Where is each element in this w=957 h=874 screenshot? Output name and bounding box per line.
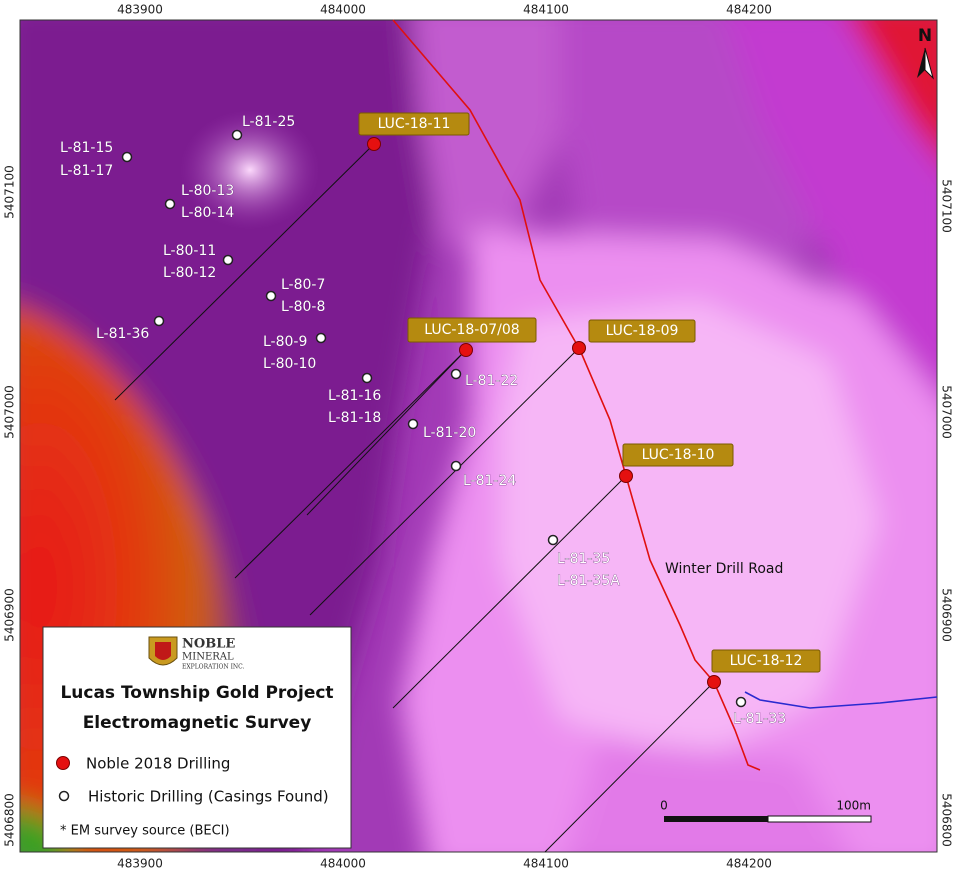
hole-label: L-80-10 xyxy=(263,356,316,372)
legend: NOBLE MINERAL EXPLORATION INC. Lucas Tow… xyxy=(42,626,352,849)
y-coordinate: 5406800 xyxy=(3,793,17,846)
hole-label: L-81-22 xyxy=(465,373,518,389)
hole-label: L-81-35A xyxy=(557,573,620,589)
hole-label: LUC-18-10 xyxy=(642,447,715,463)
map-frame xyxy=(19,19,938,853)
x-coordinate: 484000 xyxy=(320,857,366,871)
legend-title: Lucas Township Gold Project xyxy=(60,683,333,703)
hole-label: L-81-25 xyxy=(242,114,295,130)
hole-label: L-81-17 xyxy=(60,163,113,179)
winter-drill-road xyxy=(392,19,761,771)
hole-label: LUC-18-12 xyxy=(730,653,803,669)
hole-label: L-80-11 xyxy=(163,243,216,259)
x-coordinate: 483900 xyxy=(117,857,163,871)
north-label: N xyxy=(918,26,932,46)
hole-label: L-81-20 xyxy=(423,425,476,441)
y-coordinate: 5406900 xyxy=(3,588,17,641)
hole-label: LUC-18-09 xyxy=(606,323,679,339)
scale-bar: 0 100m xyxy=(660,799,872,823)
hole-label: LUC-18-11 xyxy=(378,116,451,132)
y-coordinate: 5407100 xyxy=(940,179,954,232)
x-coordinate: 483900 xyxy=(117,3,163,17)
hole-label: L-81-33 xyxy=(733,711,786,727)
hole-label: L-80-9 xyxy=(263,334,307,350)
north-arrow: N xyxy=(917,26,934,80)
hole-label: L-81-35 xyxy=(557,551,610,567)
x-coordinate: 484100 xyxy=(523,857,569,871)
x-coordinate: 484200 xyxy=(726,3,772,17)
road-label: Winter Drill Road xyxy=(665,561,783,577)
scale-label: 100m xyxy=(836,799,871,813)
hole-label: L-81-36 xyxy=(96,326,149,342)
legend-item: Noble 2018 Drilling xyxy=(86,755,230,773)
y-coordinate: 5407000 xyxy=(940,385,954,438)
logo-text: NOBLE xyxy=(182,637,235,652)
x-coordinate: 484100 xyxy=(523,3,569,17)
coordinate-labels: 483900 484000 484100 484200 483900 48400… xyxy=(3,3,954,871)
logo-text: EXPLORATION INC. xyxy=(182,664,245,671)
legend-title: Electromagnetic Survey xyxy=(83,713,312,733)
hole-label: L-80-7 xyxy=(281,277,325,293)
logo-text: MINERAL xyxy=(182,652,234,663)
y-coordinate: 5407000 xyxy=(3,385,17,438)
drill-traces xyxy=(114,143,715,853)
hole-label: L-81-16 xyxy=(328,388,381,404)
historic-holes: L-81-25 L-81-15 L-81-17 L-80-13 L-80-14 … xyxy=(60,114,787,728)
legend-item: Historic Drilling (Casings Found) xyxy=(88,788,329,806)
hole-label: L-81-15 xyxy=(60,140,113,156)
y-coordinate: 5407100 xyxy=(3,165,17,218)
hole-label: LUC-18-07/08 xyxy=(424,322,519,338)
blue-line xyxy=(744,691,938,709)
hole-label: L-80-13 xyxy=(181,183,234,199)
y-coordinate: 5406900 xyxy=(940,588,954,641)
hole-label: L-80-12 xyxy=(163,265,216,281)
hole-label: L-81-24 xyxy=(463,473,516,489)
x-coordinate: 484200 xyxy=(726,857,772,871)
hole-label: L-80-14 xyxy=(181,205,234,221)
scale-label: 0 xyxy=(660,799,668,813)
hole-label: L-80-8 xyxy=(281,299,325,315)
x-coordinate: 484000 xyxy=(320,3,366,17)
noble-2018-holes: LUC-18-11 LUC-18-07/08 LUC-18-09 LUC-18-… xyxy=(358,112,821,689)
hole-label: L-81-18 xyxy=(328,410,381,426)
y-coordinate: 5406800 xyxy=(940,793,954,846)
legend-note: * EM survey source (BECI) xyxy=(60,824,230,839)
